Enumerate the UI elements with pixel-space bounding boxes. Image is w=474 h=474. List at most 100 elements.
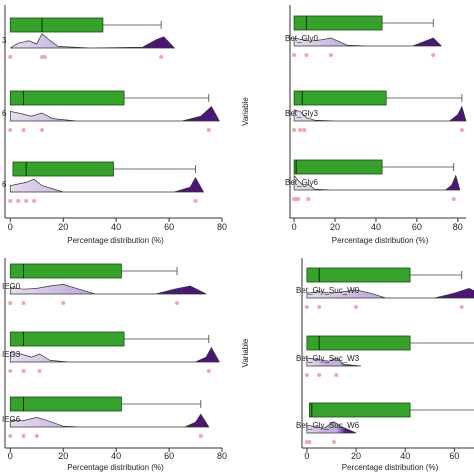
box-iqr	[9, 90, 125, 106]
x-tick-label: 40	[400, 451, 410, 461]
x-tick-label: 0	[8, 222, 13, 232]
data-point	[21, 434, 26, 438]
density-shape	[9, 284, 207, 295]
x-tick-label: 20	[58, 451, 68, 461]
data-point	[8, 199, 13, 203]
x-tick-label: 80	[453, 222, 463, 232]
row-Bet_Gly0	[292, 15, 442, 57]
box-iqr	[9, 17, 104, 33]
data-point	[334, 373, 339, 377]
data-point	[21, 128, 26, 132]
y-axis-title: Variable	[241, 338, 250, 367]
density-shape	[293, 174, 461, 191]
data-point	[8, 128, 13, 132]
row-3	[8, 17, 176, 59]
row-label: Bet_Gly3	[285, 109, 318, 118]
data-point	[307, 440, 312, 444]
data-point	[206, 128, 211, 132]
data-point	[354, 305, 359, 309]
data-point	[304, 373, 309, 377]
box-iqr	[293, 15, 383, 31]
data-point	[159, 55, 164, 59]
data-point	[296, 197, 301, 201]
data-point	[304, 53, 309, 57]
data-point	[198, 434, 203, 438]
row-label: IEG3	[2, 350, 21, 359]
box-iqr	[9, 263, 122, 279]
data-point	[302, 128, 307, 132]
density-shape	[306, 288, 474, 299]
row-Bet_Gly6	[292, 159, 461, 201]
box-iqr	[306, 267, 411, 283]
x-tick-label: 20	[351, 451, 361, 461]
data-point	[8, 55, 13, 59]
data-point	[61, 301, 66, 305]
data-point	[328, 53, 333, 57]
row-Bet_Gly_Suc_W0	[304, 267, 474, 309]
data-point	[8, 301, 13, 305]
data-point	[451, 197, 456, 201]
x-tick-label: 0	[292, 222, 297, 232]
density-shape	[9, 106, 220, 122]
data-point	[206, 369, 211, 373]
data-point	[331, 440, 336, 444]
x-tick-label: 60	[164, 222, 174, 232]
x-tick-label: 80	[217, 451, 227, 461]
data-point	[40, 128, 45, 132]
data-point	[292, 128, 297, 132]
data-point	[292, 53, 297, 57]
data-point	[34, 434, 39, 438]
row-label: 3	[2, 36, 7, 45]
row-label: Bet_Gly6	[285, 178, 318, 187]
box-iqr	[308, 402, 411, 418]
row-label: IEG6	[2, 415, 21, 424]
data-point	[317, 373, 322, 377]
density-shape	[306, 357, 362, 367]
x-tick-label: 20	[58, 222, 68, 232]
row-Bet_Gly3	[292, 90, 467, 132]
data-point	[24, 199, 29, 203]
panel-top-right: 0 20 40 60 80 Percentage distribution (%) Vari…	[241, 5, 467, 245]
data-point	[459, 128, 464, 132]
x-tick-label: 0	[304, 451, 309, 461]
row-IEG6	[8, 396, 210, 438]
data-point	[459, 305, 464, 309]
data-point	[16, 199, 21, 203]
x-axis-title: Percentage distribution (%)	[332, 236, 429, 245]
data-point	[37, 369, 42, 373]
data-point	[193, 199, 198, 203]
density-shape	[306, 421, 357, 434]
data-point	[317, 305, 322, 309]
row-label: 6	[2, 109, 7, 118]
panel-bottom-right: 0 20 40 60 Percentage distribution (%) Variab…	[241, 258, 474, 472]
box-iqr	[9, 331, 125, 347]
x-tick-label: 20	[330, 222, 340, 232]
row-label: Bet_Gly_Suc_W3	[296, 354, 360, 363]
row-Bet_Gly_Suc_W6	[304, 402, 474, 444]
data-point	[298, 128, 303, 132]
row-Bet_Gly_Suc_W3	[304, 335, 474, 377]
box-iqr	[293, 159, 383, 175]
data-point	[8, 369, 13, 373]
data-point	[8, 434, 13, 438]
x-tick-label: 80	[217, 222, 227, 232]
box-iqr	[306, 335, 411, 351]
density-shape	[10, 33, 176, 49]
data-point	[431, 53, 436, 57]
panel-bottom-left: 0 20 40 60 80 Percentage distribution (%) IEG0…	[2, 258, 227, 472]
x-tick-label: 60	[449, 451, 459, 461]
x-tick-label: 60	[164, 451, 174, 461]
data-point	[306, 197, 311, 201]
row-IEG3	[8, 331, 220, 373]
data-point	[304, 305, 309, 309]
data-point	[175, 301, 180, 305]
density-shape	[9, 346, 220, 363]
x-tick-label: 40	[111, 451, 121, 461]
x-tick-label: 0	[8, 451, 13, 461]
box-iqr	[12, 161, 114, 177]
row-label: Bet_Gly_Suc_W6	[296, 421, 360, 430]
x-axis-title: Percentage distribution (%)	[67, 463, 164, 472]
x-tick-label: 40	[371, 222, 381, 232]
x-axis-title: Percentage distribution (%)	[342, 463, 439, 472]
